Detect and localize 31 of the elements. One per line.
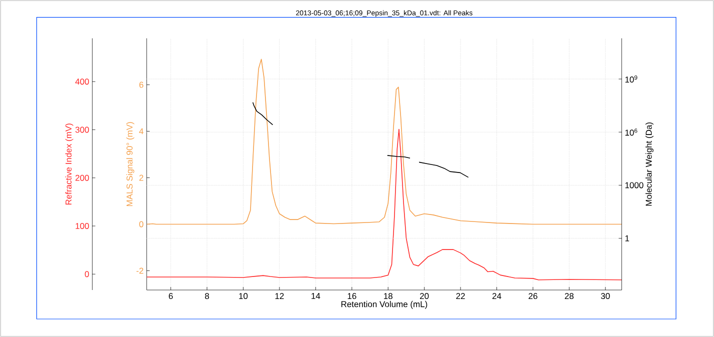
x-tick-label: 22 xyxy=(456,293,465,299)
x-tick-label: 28 xyxy=(564,293,574,300)
y-tick-label: 2 xyxy=(139,174,144,181)
x-tick-label: 26 xyxy=(528,293,538,300)
y2-axis-title: Molecular Weight (Da) xyxy=(646,122,654,206)
x-tick-label: 24 xyxy=(492,293,502,299)
x-tick-label: 12 xyxy=(275,293,284,299)
x-tick-label: 10 xyxy=(239,293,248,300)
y3-axis-title: Refractive Index (mV) xyxy=(65,124,74,205)
y2-tick-label: 10$^{6}$ xyxy=(625,128,638,136)
y3-tick-label: 300 xyxy=(75,126,89,133)
y3-tick-label: 0 xyxy=(84,271,89,278)
x-tick-label: 14 xyxy=(312,293,320,299)
y3-tick-label: 100 xyxy=(76,222,89,229)
x-tick-label: 16 xyxy=(348,293,356,300)
y2-tick-label: 1000 xyxy=(625,182,644,188)
y-tick-label: -2 xyxy=(136,268,144,274)
y2-tick-label: 10$^{9}$ xyxy=(625,75,638,83)
x-tick-label: 8 xyxy=(205,293,209,300)
y-tick-label: 4 xyxy=(139,128,144,134)
x-axis-title: Retention Volume (mL) xyxy=(341,300,428,309)
y2-tick-label: 1 xyxy=(625,235,630,242)
y-axis-title: MALS Signal 90° (mV) xyxy=(126,122,134,206)
y-tick-label: 0 xyxy=(139,221,144,228)
y3-tick-label: 200 xyxy=(76,174,89,181)
x-tick-label: 18 xyxy=(384,293,392,300)
y-tick-label: 6 xyxy=(139,82,144,88)
y3-tick-label: 400 xyxy=(75,78,89,85)
x-tick-label: 6 xyxy=(168,293,173,300)
x-tick-label: 30 xyxy=(601,293,610,300)
x-tick-label: 20 xyxy=(420,293,429,300)
